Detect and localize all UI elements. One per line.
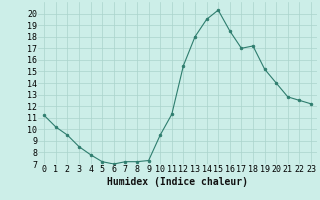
X-axis label: Humidex (Indice chaleur): Humidex (Indice chaleur) bbox=[107, 177, 248, 187]
